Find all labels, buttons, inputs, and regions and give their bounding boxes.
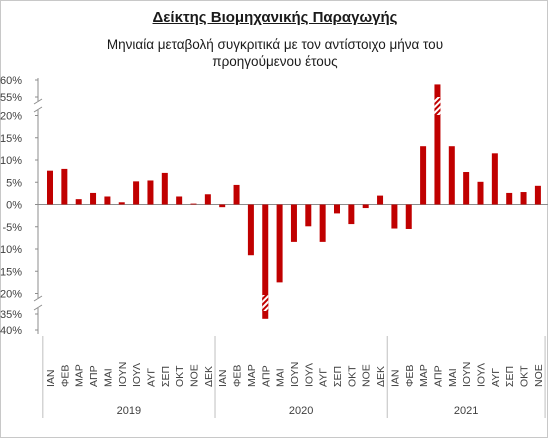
year-label: 2019 [117, 405, 141, 417]
bar [362, 204, 369, 209]
bar [204, 194, 211, 205]
bar [506, 192, 513, 205]
axis-break-mark [33, 98, 43, 105]
bar [334, 204, 340, 214]
x-tick-label: ΝΟΕ [361, 364, 373, 387]
x-tick-label: ΙΟΥΝ [461, 362, 473, 387]
bar [534, 185, 541, 205]
bar [233, 184, 240, 205]
bar [61, 168, 68, 205]
bar [176, 196, 183, 205]
x-tick-label: ΜΑΙ [102, 368, 114, 387]
axis-break-gap [34, 101, 42, 110]
x-tick-label: ΜΑΙ [447, 368, 459, 387]
x-tick-label: ΑΥΓ [490, 368, 502, 387]
bar [491, 153, 498, 205]
bar [161, 172, 168, 205]
bar [434, 84, 441, 205]
bar [147, 180, 154, 205]
bar [477, 181, 484, 205]
x-tick-label: ΔΕΚ [375, 366, 387, 387]
x-tick-label: ΑΥΓ [145, 368, 157, 387]
x-tick-label: ΟΚΤ [346, 365, 358, 387]
x-tick-label: ΙΟΥΝ [289, 362, 301, 387]
chart-subtitle: Μηνιαία μεταβολή συγκριτικά με τον αντίσ… [106, 37, 444, 69]
bar-break-hatch [434, 97, 441, 115]
x-tick-label: ΙΑΝ [389, 369, 401, 387]
y-tick-label: -10% [0, 244, 22, 256]
bar [262, 204, 269, 319]
bar [118, 202, 125, 205]
x-tick-label: ΝΟΕ [533, 364, 545, 387]
axis-break-gap [34, 298, 42, 308]
x-tick-label: ΙΟΥΛ [303, 363, 315, 387]
axis-break-mark [33, 304, 43, 311]
y-tick-label: -35% [0, 309, 22, 321]
bar-break-hatch [262, 295, 269, 311]
x-tick-label: ΙΟΥΝ [117, 362, 129, 387]
x-tick-label: ΝΟΕ [189, 364, 201, 387]
x-tick-label: ΟΚΤ [519, 365, 531, 387]
year-label: 2021 [454, 405, 478, 417]
x-tick-label: ΔΕΚ [203, 366, 215, 387]
y-tick-label: -40% [0, 325, 22, 337]
y-tick-label: 0% [6, 200, 22, 212]
bar [290, 204, 297, 242]
x-tick-label: ΑΠΡ [432, 365, 444, 387]
bar [90, 192, 97, 205]
bar [348, 204, 355, 225]
x-tick-label: ΜΑΡ [418, 364, 430, 387]
x-tick-label: ΙΟΥΛ [131, 363, 143, 387]
bar [104, 196, 111, 205]
year-label: 2020 [289, 405, 313, 417]
bar [305, 204, 312, 227]
x-tick-label: ΦΕΒ [59, 365, 71, 387]
x-tick-label: ΙΟΥΛ [476, 363, 488, 387]
x-tick-label: ΜΑΡ [246, 364, 258, 387]
x-tick-label: ΙΑΝ [217, 369, 229, 387]
chart-title: Δείκτης Βιομηχανικής Παραγωγής [152, 9, 398, 26]
bar [276, 204, 283, 283]
bar [319, 204, 326, 242]
y-tick-label: 20% [0, 111, 22, 123]
x-tick-label: ΟΚΤ [174, 365, 186, 387]
axis-break-mark [33, 106, 43, 113]
axis-break-mark [33, 295, 43, 302]
x-tick-label: ΦΕΒ [232, 365, 244, 387]
x-tick-label: ΣΕΠ [504, 366, 516, 387]
y-tick-label: 10% [0, 155, 22, 167]
y-tick-label: 55% [0, 92, 22, 104]
bar [377, 195, 384, 205]
bar [219, 204, 226, 208]
x-tick-label: ΑΥΓ [318, 368, 330, 387]
y-tick-label: 15% [0, 133, 22, 145]
y-tick-label: 5% [6, 177, 22, 189]
bar [75, 199, 82, 205]
x-tick-label: ΑΠΡ [260, 365, 272, 387]
x-tick-label: ΑΠΡ [88, 365, 100, 387]
x-tick-label: ΜΑΙ [275, 368, 287, 387]
x-tick-label: ΙΑΝ [45, 369, 57, 387]
bar [247, 204, 254, 256]
y-tick-label: -20% [0, 289, 22, 301]
x-tick-label: ΣΕΠ [332, 366, 344, 387]
x-tick-label: ΜΑΡ [74, 364, 86, 387]
y-tick-label: -5% [2, 222, 22, 234]
bar [448, 146, 455, 205]
bar [520, 192, 527, 205]
x-tick-label: ΦΕΒ [404, 365, 416, 387]
bar [190, 203, 197, 205]
bar [391, 204, 398, 229]
bar [420, 146, 427, 205]
bar [47, 170, 53, 205]
bar [463, 172, 470, 205]
y-tick-label: 60% [0, 75, 22, 87]
y-tick-label: -15% [0, 266, 22, 278]
bar [133, 181, 140, 205]
bar [405, 204, 412, 229]
x-tick-label: ΣΕΠ [160, 366, 172, 387]
